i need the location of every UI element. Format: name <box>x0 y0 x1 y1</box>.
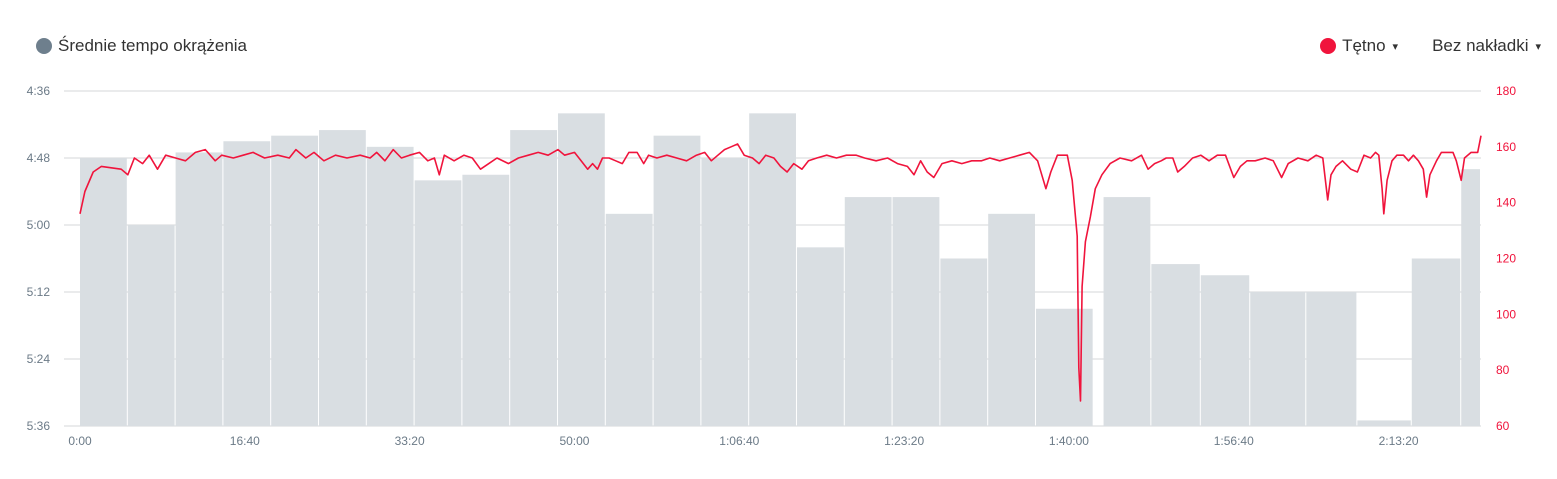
pace-bar <box>1250 292 1306 426</box>
y-right-tick-label: 100 <box>1496 307 1516 321</box>
y-right-tick-label: 60 <box>1496 419 1510 433</box>
pace-bar <box>1357 420 1411 426</box>
pace-bar <box>1035 308 1093 426</box>
heart-rate-line <box>79 135 1482 402</box>
pace-bar <box>701 158 749 426</box>
pace-bar <box>271 135 318 426</box>
y-left-tick-label: 5:36 <box>27 419 51 433</box>
x-tick-label: 2:13:20 <box>1379 434 1419 448</box>
heart-rate-dropdown[interactable]: Tętno ▾ <box>1320 36 1398 56</box>
pace-bar <box>414 180 462 426</box>
pace-bar <box>318 130 366 427</box>
pace-bar <box>1411 258 1461 426</box>
pace-legend-label: Średnie tempo okrążenia <box>58 36 248 55</box>
heart-rate-label: Tętno <box>1342 36 1386 55</box>
pace-bar <box>510 130 557 427</box>
pace-bar <box>1306 292 1357 426</box>
pace-bar <box>223 141 271 426</box>
pace-bar <box>605 213 653 426</box>
x-tick-label: 1:56:40 <box>1214 434 1254 448</box>
y-left-tick-label: 5:24 <box>27 352 51 366</box>
y-right-tick-label: 160 <box>1496 140 1516 154</box>
pace-bar <box>80 158 127 426</box>
pace-bar <box>844 197 892 426</box>
x-tick-label: 33:20 <box>395 434 425 448</box>
pace-bar <box>127 225 175 426</box>
pace-bar <box>1151 264 1200 426</box>
x-axis: 0:00 16:40 33:20 50:00 1:06:40 1:23:20 1:40:00… <box>68 434 1419 448</box>
pace-bar <box>988 213 1035 426</box>
y-left-tick-label: 4:36 <box>27 84 51 98</box>
legend-controls: Tętno ▾ Bez nakładki ▾ <box>1320 36 1541 56</box>
x-tick-label: 1:06:40 <box>719 434 759 448</box>
caret-down-icon: ▾ <box>1392 40 1399 53</box>
pace-bar <box>557 113 605 426</box>
y-left-tick-label: 5:12 <box>27 285 51 299</box>
x-tick-label: 50:00 <box>559 434 589 448</box>
pace-bar <box>1103 197 1151 426</box>
pace-bar <box>175 152 223 426</box>
x-tick-label: 1:40:00 <box>1049 434 1089 448</box>
overlay-label: Bez nakładki <box>1432 36 1529 55</box>
pace-bar <box>940 258 988 426</box>
x-tick-label: 0:00 <box>68 434 92 448</box>
pace-bar <box>366 146 414 427</box>
caret-down-icon: ▾ <box>1535 40 1541 53</box>
heart-rate-line-group <box>79 135 1482 402</box>
pace-bar <box>653 135 701 426</box>
pace-bar <box>462 174 510 426</box>
y-right-tick-label: 120 <box>1496 252 1516 266</box>
pace-bar <box>892 197 940 426</box>
pace-legend-dot-icon <box>36 38 52 54</box>
pace-bar <box>1200 275 1250 426</box>
pace-bars <box>80 113 1480 427</box>
y-right-tick-label: 180 <box>1496 84 1516 98</box>
y-axis-left: 4:36 4:48 5:00 5:12 5:24 5:36 <box>27 84 51 433</box>
pace-bar <box>796 247 844 426</box>
y-axis-right: 180 160 140 120 100 80 60 <box>1496 84 1516 433</box>
heart-rate-dot-icon <box>1320 38 1337 54</box>
y-left-tick-label: 5:00 <box>27 218 51 232</box>
legend-pace[interactable]: Średnie tempo okrążenia <box>36 36 247 56</box>
x-tick-label: 1:23:20 <box>884 434 924 448</box>
y-right-tick-label: 140 <box>1496 196 1516 210</box>
x-tick-label: 16:40 <box>230 434 260 448</box>
pace-bar <box>749 113 796 426</box>
pace-bar <box>1461 169 1480 426</box>
overlay-dropdown[interactable]: Bez nakładki ▾ <box>1432 36 1541 56</box>
y-right-tick-label: 80 <box>1496 363 1510 377</box>
y-left-tick-label: 4:48 <box>27 151 51 165</box>
